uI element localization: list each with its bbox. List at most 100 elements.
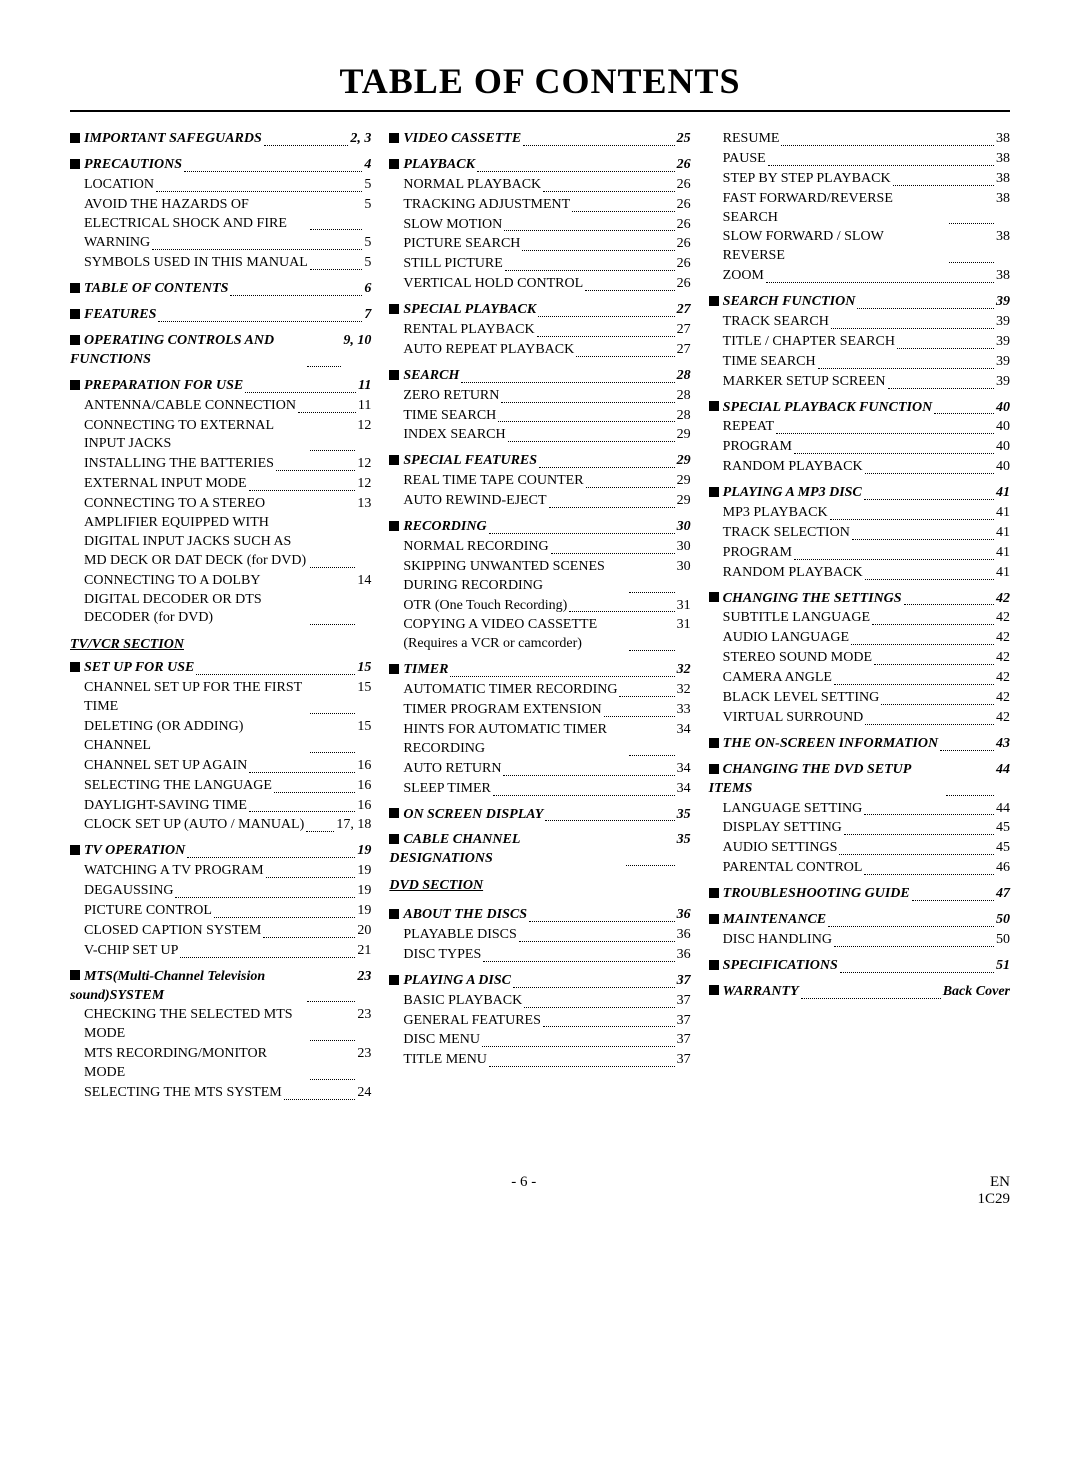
toc-entry: TITLE / CHAPTER SEARCH39 xyxy=(709,333,1010,352)
toc-page: 19 xyxy=(357,862,371,881)
toc-entry: PROGRAM40 xyxy=(709,438,1010,457)
square-bullet-icon xyxy=(709,296,719,306)
toc-heading-label: WARRANTY xyxy=(709,983,799,1002)
toc-page: 47 xyxy=(996,885,1010,904)
leader-dots xyxy=(834,684,994,685)
toc-heading-label: SEARCH FUNCTION xyxy=(709,293,856,312)
toc-heading-label: SPECIAL PLAYBACK FUNCTION xyxy=(709,399,933,418)
toc-entry-label: CHANNEL SET UP AGAIN xyxy=(84,757,247,776)
toc-heading: MAINTENANCE50 xyxy=(709,911,1010,930)
toc-entry: AVOID THE HAZARDS OF ELECTRICAL SHOCK AN… xyxy=(70,196,371,234)
leader-dots xyxy=(184,171,362,172)
toc-entry-label: SYMBOLS USED IN THIS MANUAL xyxy=(84,254,308,273)
toc-page: 37 xyxy=(677,1051,691,1070)
toc-entry: TITLE MENU37 xyxy=(389,1051,690,1070)
leader-dots xyxy=(489,533,675,534)
toc-heading: CABLE CHANNEL DESIGNATIONS35 xyxy=(389,831,690,869)
leader-dots xyxy=(912,900,994,901)
toc-page: 42 xyxy=(996,609,1010,628)
toc-entry: ZOOM38 xyxy=(709,267,1010,286)
leader-dots xyxy=(830,519,994,520)
toc-page: 26 xyxy=(677,156,691,175)
toc-page: 36 xyxy=(677,946,691,965)
toc-page: 12 xyxy=(357,417,371,436)
leader-dots xyxy=(781,145,994,146)
toc-entry: TIME SEARCH28 xyxy=(389,407,690,426)
toc-page: 41 xyxy=(996,564,1010,583)
toc-entry-label: V-CHIP SET UP xyxy=(84,942,178,961)
toc-entry-label: RESUME xyxy=(723,130,780,149)
leader-dots xyxy=(794,453,994,454)
toc-entry: AUDIO LANGUAGE42 xyxy=(709,629,1010,648)
toc-page: 35 xyxy=(677,831,691,850)
leader-dots xyxy=(857,308,994,309)
toc-entry: COPYING A VIDEO CASSETTE (Requires a VCR… xyxy=(389,616,690,654)
toc-entry-label: TRACKING ADJUSTMENT xyxy=(403,196,570,215)
toc-entry: WATCHING A TV PROGRAM19 xyxy=(70,862,371,881)
square-bullet-icon xyxy=(389,159,399,169)
toc-heading-label: SET UP FOR USE xyxy=(70,659,194,678)
toc-entry: CONNECTING TO A DOLBY DIGITAL DECODER OR… xyxy=(70,572,371,629)
toc-entry-label: NORMAL PLAYBACK xyxy=(403,176,541,195)
toc-col-3: RESUME38PAUSE38STEP BY STEP PLAYBACK38FA… xyxy=(709,130,1010,1104)
toc-page: 26 xyxy=(677,176,691,195)
leader-dots xyxy=(310,752,355,753)
toc-heading-label: TV OPERATION xyxy=(70,842,185,861)
toc-page: 41 xyxy=(996,524,1010,543)
toc-heading-label: VIDEO CASSETTE xyxy=(389,130,521,149)
leader-dots xyxy=(840,972,994,973)
leader-dots xyxy=(263,937,355,938)
toc-heading-label: PLAYING A DISC xyxy=(389,972,511,991)
toc-heading: IMPORTANT SAFEGUARDS2, 3 xyxy=(70,130,371,149)
toc-page: 31 xyxy=(677,616,691,635)
toc-entry-label: AVOID THE HAZARDS OF ELECTRICAL SHOCK AN… xyxy=(84,196,308,234)
leader-dots xyxy=(888,388,994,389)
toc-page: 5 xyxy=(364,234,371,253)
leader-dots xyxy=(524,1007,674,1008)
toc-entry: CHECKING THE SELECTED MTS MODE23 xyxy=(70,1006,371,1044)
leader-dots xyxy=(249,490,356,491)
toc-entry: CONNECTING TO A STEREO AMPLIFIER EQUIPPE… xyxy=(70,495,371,571)
toc-entry: SELECTING THE LANGUAGE16 xyxy=(70,777,371,796)
toc-page: 35 xyxy=(677,806,691,825)
toc-heading-label: CHANGING THE DVD SETUP ITEMS xyxy=(709,761,944,799)
leader-dots xyxy=(298,412,356,413)
toc-entry-label: PROGRAM xyxy=(723,544,792,563)
toc-entry-label: TIMER PROGRAM EXTENSION xyxy=(403,701,601,720)
toc-entry-label: BASIC PLAYBACK xyxy=(403,992,522,1011)
toc-page: 14 xyxy=(357,572,371,591)
leader-dots xyxy=(306,831,334,832)
toc-entry: SLEEP TIMER34 xyxy=(389,780,690,799)
toc-entry-label: FAST FORWARD/REVERSE SEARCH xyxy=(723,190,947,228)
toc-heading: TROUBLESHOOTING GUIDE47 xyxy=(709,885,1010,904)
toc-page: 7 xyxy=(364,306,371,325)
toc-entry: AUDIO SETTINGS45 xyxy=(709,839,1010,858)
toc-heading-label: PRECAUTIONS xyxy=(70,156,182,175)
toc-entry-label: AUTO RETURN xyxy=(403,760,501,779)
toc-entry: AUTO REPEAT PLAYBACK27 xyxy=(389,341,690,360)
toc-heading: PLAYING A MP3 DISC41 xyxy=(709,484,1010,503)
leader-dots xyxy=(529,921,675,922)
leader-dots xyxy=(310,450,355,451)
leader-dots xyxy=(818,368,994,369)
leader-dots xyxy=(586,487,675,488)
leader-dots xyxy=(450,676,674,677)
leader-dots xyxy=(897,348,994,349)
toc-entry-label: CHECKING THE SELECTED MTS MODE xyxy=(84,1006,308,1044)
toc-entry-label: AUDIO LANGUAGE xyxy=(723,629,849,648)
leader-dots xyxy=(249,772,355,773)
leader-dots xyxy=(489,1066,675,1067)
toc-heading-label: TIMER xyxy=(389,661,448,680)
leader-dots xyxy=(522,250,674,251)
toc-page: 26 xyxy=(677,235,691,254)
toc-page: 38 xyxy=(996,130,1010,149)
leader-dots xyxy=(245,392,356,393)
leader-dots xyxy=(864,814,994,815)
square-bullet-icon xyxy=(389,834,399,844)
toc-entry-label: SLOW FORWARD / SLOW REVERSE xyxy=(723,228,947,266)
leader-dots xyxy=(310,567,355,568)
toc-entry: RANDOM PLAYBACK40 xyxy=(709,458,1010,477)
toc-entry-label: PROGRAM xyxy=(723,438,792,457)
leader-dots xyxy=(551,553,675,554)
toc-entry-label: RANDOM PLAYBACK xyxy=(723,458,863,477)
